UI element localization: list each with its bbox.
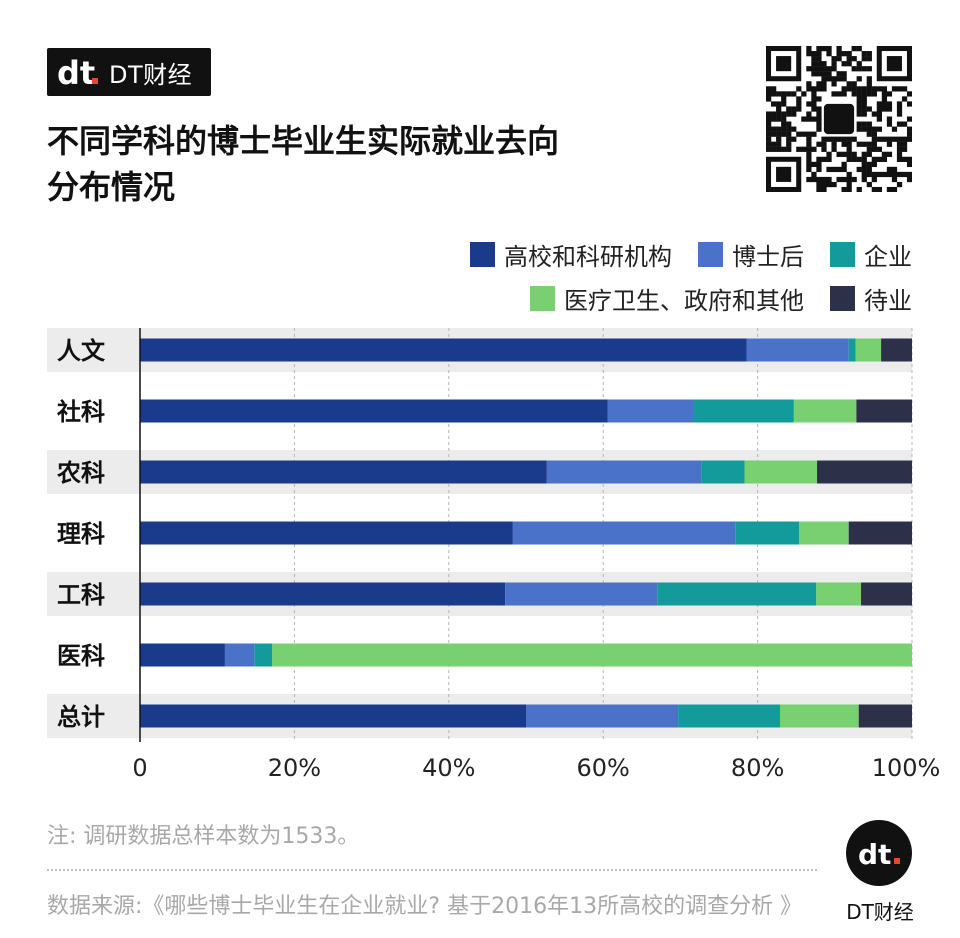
bar-segment	[855, 338, 882, 362]
bar-segment	[512, 521, 736, 545]
svg-text:dt: dt	[858, 838, 891, 871]
bar-segment	[848, 338, 856, 362]
dt-circle-logo-icon: dt	[846, 820, 912, 886]
legend-swatch	[530, 285, 555, 311]
bar-segment	[746, 338, 849, 362]
brand-badge: dt DT财经	[47, 48, 211, 96]
bar-segment	[140, 704, 526, 728]
bar-segment	[678, 704, 780, 728]
bar-segment	[526, 704, 679, 728]
category-label: 工科	[57, 581, 105, 609]
qr-code-icon	[766, 46, 912, 192]
title-line-2: 分布情况	[47, 168, 176, 206]
page-title: 不同学科的博士毕业生实际就业去向 分布情况	[47, 118, 687, 210]
legend-swatch	[830, 241, 855, 267]
bar-segment	[793, 399, 857, 423]
bar-segment	[140, 338, 747, 362]
category-label: 农科	[56, 459, 105, 487]
legend-swatch	[698, 241, 723, 267]
bar-segment	[779, 704, 859, 728]
bar-segment	[140, 643, 225, 667]
legend-label: 博士后	[732, 242, 804, 271]
legend-label: 医疗卫生、政府和其他	[564, 286, 804, 315]
bar-segment	[140, 399, 608, 423]
brand-name: DT财经	[109, 60, 193, 89]
title-line-1: 不同学科的博士毕业生实际就业去向	[47, 122, 560, 160]
bar-segment	[848, 521, 912, 545]
legend-item-medical-gov: 医疗卫生、政府和其他	[530, 281, 804, 316]
legend-label: 企业	[864, 242, 912, 271]
bar-segment	[140, 521, 513, 545]
legend-row-1: 高校和科研机构 博士后 企业	[352, 232, 912, 276]
bar-segment	[858, 704, 912, 728]
bar-segment	[735, 521, 800, 545]
bar-segment	[816, 582, 862, 606]
bar-segment	[856, 399, 912, 423]
category-label: 社科	[57, 398, 105, 426]
bar-segment	[546, 460, 702, 484]
bar-segment	[744, 460, 818, 484]
x-tick-label: 20%	[268, 754, 321, 782]
bar-segment	[881, 338, 912, 362]
legend-item-enterprise: 企业	[830, 237, 912, 272]
category-label: 人文	[57, 337, 106, 365]
x-tick-label: 0	[132, 754, 147, 782]
chart-legend: 高校和科研机构 博士后 企业 医疗卫生、政府和其他 待业	[352, 232, 912, 320]
bar-segment	[140, 460, 547, 484]
legend-swatch	[470, 241, 495, 267]
bar-segment	[861, 582, 912, 606]
bar-segment	[817, 460, 912, 484]
footer-divider	[47, 869, 817, 871]
bar-segment	[701, 460, 745, 484]
legend-item-unemployed: 待业	[830, 281, 912, 316]
legend-swatch	[830, 285, 855, 311]
dt-logo-icon: dt	[57, 54, 98, 90]
category-label: 总计	[57, 703, 105, 731]
legend-label: 高校和科研机构	[504, 242, 672, 271]
category-label: 理科	[57, 520, 105, 548]
svg-text:dt: dt	[57, 54, 95, 90]
bar-segment	[657, 582, 817, 606]
bar-segment	[254, 643, 273, 667]
legend-label: 待业	[864, 286, 912, 315]
bar-segment	[693, 399, 794, 423]
legend-item-university: 高校和科研机构	[470, 237, 672, 272]
x-tick-label: 60%	[577, 754, 630, 782]
bar-segment	[505, 582, 658, 606]
bar-segment	[799, 521, 849, 545]
chart-note: 注: 调研数据总样本数为1533。	[47, 824, 360, 849]
x-tick-label: 100%	[872, 754, 941, 782]
legend-row-2: 医疗卫生、政府和其他 待业	[352, 276, 912, 320]
footer-brand-name: DT财经	[846, 900, 914, 924]
data-source: 数据来源:《哪些博士毕业生在企业就业? 基于2016年13所高校的调查分析 》	[47, 894, 803, 919]
legend-item-postdoc: 博士后	[698, 237, 804, 272]
category-label: 医科	[57, 642, 105, 670]
bar-segment	[272, 643, 913, 667]
bar-segment	[224, 643, 255, 667]
bar-segment	[607, 399, 694, 423]
x-tick-label: 80%	[731, 754, 784, 782]
bar-segment	[140, 582, 506, 606]
x-tick-label: 40%	[422, 754, 475, 782]
